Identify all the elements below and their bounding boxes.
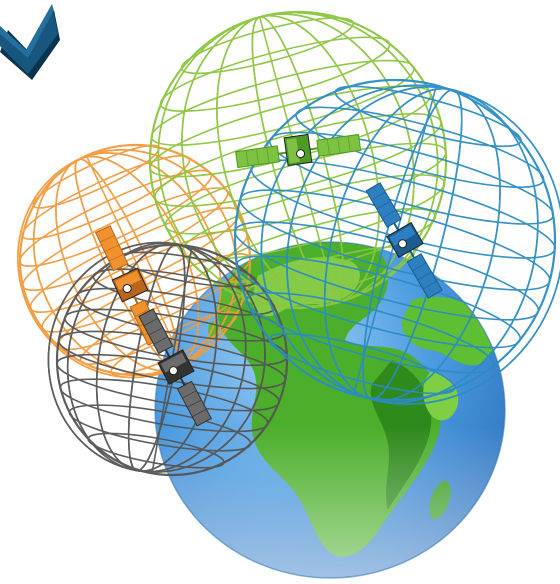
green-satellite-icon	[235, 133, 362, 169]
blue-signal-sphere	[233, 78, 560, 405]
chevron-down-icon	[0, 4, 60, 80]
blue-satellite-icon	[365, 182, 443, 299]
gray-satellite-icon	[138, 308, 212, 427]
